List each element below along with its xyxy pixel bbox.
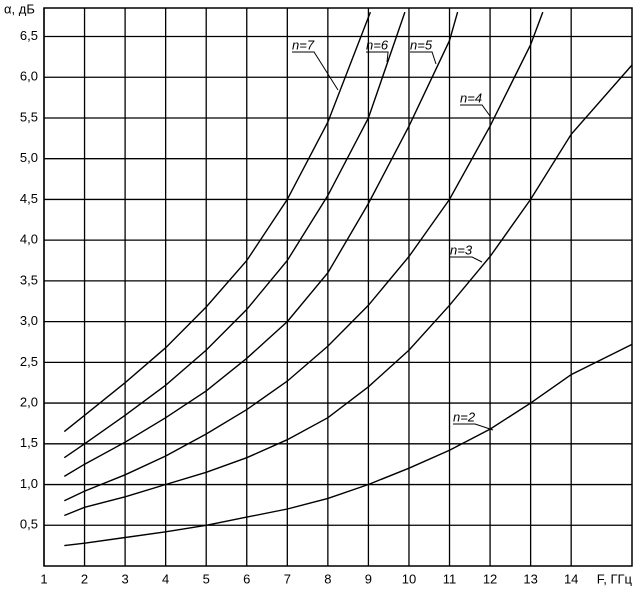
curve-label: n=4 — [460, 90, 482, 105]
x-tick-label: 13 — [523, 571, 537, 586]
x-tick-label: 11 — [443, 571, 457, 586]
x-tick-label: 4 — [162, 571, 169, 586]
curve-label: n=3 — [450, 242, 473, 257]
x-tick-label: 9 — [365, 571, 372, 586]
leader-line — [410, 51, 437, 65]
y-tick-label: 2,0 — [20, 395, 38, 410]
leader-line — [453, 423, 494, 431]
y-tick-label: 3,5 — [20, 272, 38, 287]
curve — [63, 11, 406, 459]
y-tick-label: 2,5 — [20, 354, 38, 369]
y-tick-label: 5,0 — [20, 150, 38, 165]
plot-frame — [43, 7, 633, 567]
y-tick-label: 1,0 — [20, 476, 38, 491]
x-axis-title: F, ГГц — [597, 571, 633, 586]
curve — [63, 11, 544, 502]
x-tick-label: 3 — [121, 571, 128, 586]
x-tick-label: 14 — [564, 571, 578, 586]
y-tick-label: 3,0 — [20, 313, 38, 328]
y-tick-label: 5,5 — [20, 109, 38, 124]
x-tick-label: 10 — [402, 571, 416, 586]
curve — [63, 11, 459, 477]
y-tick-label: 0,5 — [20, 517, 38, 532]
y-tick-label: 4,0 — [20, 232, 38, 247]
curve-label: n=7 — [292, 37, 315, 52]
leader-line — [450, 256, 483, 263]
x-tick-label: 5 — [203, 571, 210, 586]
y-tick-label: 6,5 — [20, 28, 38, 43]
leader-line — [292, 51, 339, 91]
curve-label: n=5 — [410, 37, 433, 52]
x-tick-label: 7 — [284, 571, 291, 586]
curve-label: n=6 — [366, 37, 389, 52]
x-tick-label: 2 — [81, 571, 88, 586]
y-tick-label: 6,0 — [20, 69, 38, 84]
curve-label: n=2 — [453, 409, 476, 424]
leader-line — [460, 104, 491, 117]
x-tick-label: 6 — [243, 571, 250, 586]
y-tick-label: 4,5 — [20, 191, 38, 206]
x-tick-label: 1 — [40, 571, 47, 586]
curve — [63, 11, 372, 433]
x-tick-label: 8 — [324, 571, 331, 586]
y-axis-title: α, дБ — [4, 1, 35, 16]
leader-line — [366, 51, 389, 63]
x-tick-label: 12 — [483, 571, 497, 586]
curve — [64, 64, 633, 517]
curve — [64, 343, 633, 547]
y-tick-label: 1,5 — [20, 435, 38, 450]
